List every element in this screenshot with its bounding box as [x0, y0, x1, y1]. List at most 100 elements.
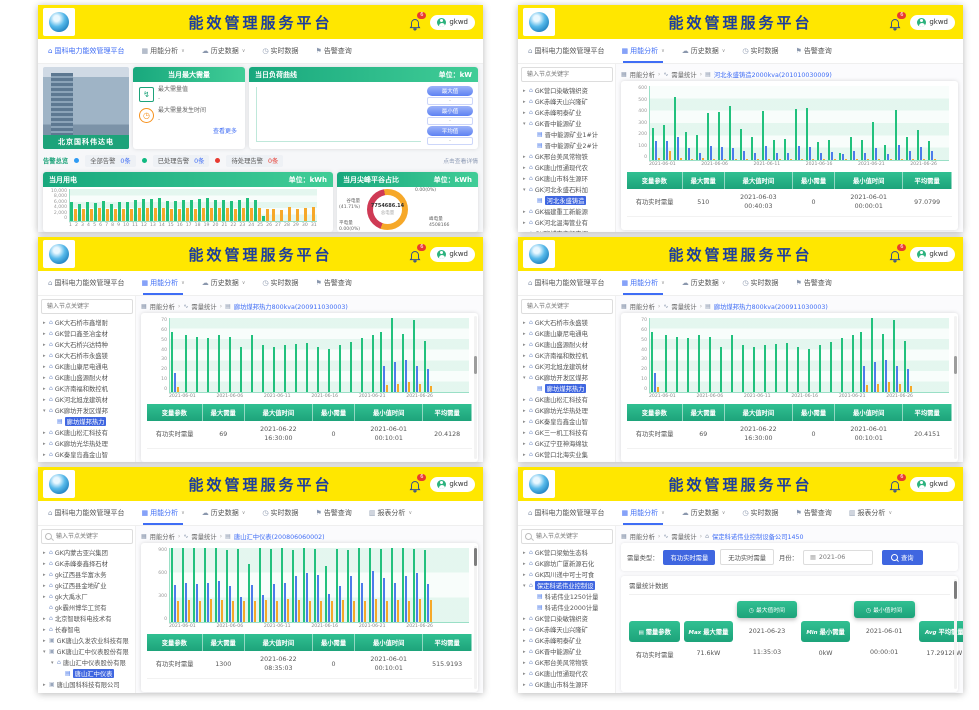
tree-item[interactable]: ▸⌂GK三一机工科技有: [41, 460, 133, 462]
breadcrumb-demand[interactable]: 需量统计: [671, 71, 697, 79]
breadcrumb-demand[interactable]: 需量统计: [671, 533, 697, 541]
tree-item[interactable]: ▸ ⌂ GK唐山康尼电通电: [41, 361, 133, 372]
tree-item[interactable]: ▤ 科诺伟业1250计量: [521, 591, 613, 602]
tree-item[interactable]: ▸ ⌂ GK邢台美风常物铁: [521, 657, 613, 668]
notification-bell-icon[interactable]: 6: [889, 12, 907, 31]
tree-item[interactable]: ▸ ⌂ GK唐山盛源耐火材: [521, 339, 613, 350]
node-search-input[interactable]: [54, 532, 129, 541]
tree-item[interactable]: ▸ ⌂ gk大禹水厂: [41, 591, 133, 602]
user-chip[interactable]: gkwd: [430, 246, 475, 262]
tree-item[interactable]: ▸ ⌂ GK唐山市科生源环: [521, 679, 613, 690]
tree-item-selected[interactable]: ▾ ⌂ 保定科诺伟业控制设: [521, 580, 613, 591]
tree-item[interactable]: ⌂ gk霸州博华工贸有: [41, 602, 133, 613]
nav-item-alarm[interactable]: ⚑ 告警查询: [316, 508, 352, 518]
tree-item[interactable]: ▸ ⌂ GK赤峰天山兴隆矿: [521, 96, 613, 107]
nav-item-realtime[interactable]: ◷ 实时数据: [262, 278, 298, 288]
nav-item-realtime[interactable]: ◷ 实时数据: [742, 278, 778, 288]
nav-item-realtime[interactable]: ◷ 实时数据: [262, 46, 298, 56]
tree-item[interactable]: ▾ ⌂ GK廊坊开发区煤邦: [41, 405, 133, 416]
pending-alarm-chip[interactable]: 待处理告警 0条: [226, 154, 284, 167]
tree-item[interactable]: ▾ ⌂ 唐山汇中仪表股份有限: [41, 657, 133, 668]
notification-bell-icon[interactable]: 6: [409, 474, 427, 493]
tree-item-selected[interactable]: ▤ 廊坊煤邦热力: [521, 383, 613, 394]
scrollbar[interactable]: [474, 316, 477, 459]
nav-item-report[interactable]: ▥ 报表分析 ∨: [849, 508, 892, 518]
notification-bell-icon[interactable]: 6: [889, 474, 907, 493]
nav-item-alarm[interactable]: ⚑ 告警查询: [796, 278, 832, 288]
nav-item-home[interactable]: ⌂ 国科电力能效管理平台: [528, 46, 604, 56]
user-chip[interactable]: gkwd: [910, 246, 955, 262]
reactive-demand-button[interactable]: 无功实时需量: [720, 549, 775, 565]
tree-item[interactable]: ▸ ⌂ GK唐山松汇科技有: [41, 427, 133, 438]
node-search-input[interactable]: [45, 302, 129, 311]
handled-alarm-chip[interactable]: 已处理告警 0条: [152, 154, 210, 167]
avg-value-pill[interactable]: 平均值: [427, 126, 473, 136]
max-value-pill[interactable]: 最大值: [427, 86, 473, 96]
tree-item[interactable]: ▸ ⌂ GK营口鑫圣冶金材: [41, 328, 133, 339]
tree-item[interactable]: ▸ ⌂ GK廊坊光华热处理: [521, 405, 613, 416]
nav-item-home[interactable]: ⌂ 国科电力能效管理平台: [48, 46, 124, 56]
nav-item-energy[interactable]: ▦ 用能分析 ∨: [141, 278, 185, 295]
tree-item[interactable]: ▸ ⌂ GK唐山盛源耐火材: [41, 372, 133, 383]
tree-item[interactable]: ▤ 科诺伟业2000计量: [521, 602, 613, 613]
node-search-input[interactable]: [525, 70, 609, 79]
breadcrumb-current[interactable]: 廊坊煤邦热力800kva(200911030003): [233, 303, 348, 311]
breadcrumb-current[interactable]: 河北永盛铸造2000kva(201010030009): [713, 71, 832, 79]
tree-item[interactable]: ▸ ⌂ GK辽宁亚神海绵钛: [521, 438, 613, 449]
breadcrumb-demand[interactable]: 需量统计: [671, 303, 697, 311]
month-picker[interactable]: ▦ 2021-06: [802, 549, 873, 565]
nav-item-energy[interactable]: ▦ 用能分析 ∨: [621, 508, 665, 525]
notification-bell-icon[interactable]: 6: [889, 244, 907, 263]
node-search-input[interactable]: [525, 302, 609, 311]
all-alarm-chip[interactable]: 全部告警 0条: [85, 154, 136, 167]
tree-item[interactable]: ▸ ⌂ GK济南福和数控机: [521, 350, 613, 361]
nav-item-history[interactable]: ☁ 历史数据 ∨: [202, 46, 246, 56]
breadcrumb-current[interactable]: 保定科诺伟业控制设备公司1450: [711, 533, 804, 541]
tree-item[interactable]: ▾ ⌂ GK晋中能源矿业: [521, 118, 613, 129]
breadcrumb-current[interactable]: 廊坊煤邦热力800kva(200911030003): [713, 303, 828, 311]
tree-item[interactable]: ▸⌂GK三一机工科技有: [521, 427, 613, 438]
breadcrumb-demand[interactable]: 需量统计: [191, 533, 217, 541]
tree-item[interactable]: ▸ ⌂ GK唐山康尼电通电: [521, 328, 613, 339]
user-chip[interactable]: gkwd: [910, 476, 955, 492]
tree-item-selected[interactable]: ▤ 廊坊煤邦热力: [41, 416, 133, 427]
tree-item[interactable]: ▸ ⌂ GK廊坊广厦新源石化: [521, 558, 613, 569]
tree-item[interactable]: ▸⌂GK唐山鑫业科技有: [521, 460, 613, 462]
min-value-pill[interactable]: 最小值: [427, 106, 473, 116]
breadcrumb-energy[interactable]: 用能分析: [629, 303, 655, 311]
breadcrumb-demand[interactable]: 需量统计: [191, 303, 217, 311]
notification-bell-icon[interactable]: 6: [409, 244, 427, 263]
tree-item[interactable]: ▤ 晋中能源矿业2#计: [521, 140, 613, 151]
query-button[interactable]: 查询: [881, 549, 923, 565]
tree-item[interactable]: ▸ ⌂ GK邢台美风常物铁: [521, 151, 613, 162]
tree-item[interactable]: ▾ ⌂ GK廊坊开发区煤邦: [521, 372, 613, 383]
nav-item-alarm[interactable]: ⚑ 告警查询: [316, 278, 352, 288]
nav-item-realtime[interactable]: ◷ 实时数据: [742, 508, 778, 518]
breadcrumb-energy[interactable]: 用能分析: [149, 533, 175, 541]
nav-item-alarm[interactable]: ⚑ 告警查询: [796, 46, 832, 56]
nav-item-alarm[interactable]: ⚑ 告警查询: [796, 508, 832, 518]
tree-item[interactable]: ▸ ⌂ GK赤峰泰鑫择石材: [41, 558, 133, 569]
tree-item[interactable]: ▸ ⌂ GK廊坊光华热处理: [41, 438, 133, 449]
tree-item[interactable]: ▸ ⌂ GK大石桥兴达特种: [41, 339, 133, 350]
tree-item[interactable]: ▸ ⌂ 北京智联科电技术有: [41, 613, 133, 624]
tree-item-selected[interactable]: ▤ 唐山汇中仪表: [41, 668, 133, 679]
tree-item[interactable]: ▸ ⌂ GK唐山市科生源环: [521, 173, 613, 184]
breadcrumb-energy[interactable]: 用能分析: [629, 71, 655, 79]
active-demand-button[interactable]: 有功实时需量: [663, 549, 716, 565]
tree-item[interactable]: ▸ ⌂ GK河北旭龙建筑材: [41, 394, 133, 405]
tree-item[interactable]: ▸ ⌂ GK大石桥市永盛镁: [521, 317, 613, 328]
nav-item-home[interactable]: ⌂ 国科电力能效管理平台: [48, 278, 124, 288]
alarm-detail-link[interactable]: 点击查看详情: [443, 159, 478, 165]
tree-item[interactable]: ▸ ⌂ GK内蒙古亚兴集团: [41, 547, 133, 558]
nav-item-realtime[interactable]: ◷ 实时数据: [742, 46, 778, 56]
nav-item-energy[interactable]: ▦ 用能分析 ∨: [621, 46, 665, 63]
tree-item[interactable]: ▸ ⌂ GK晋中能源矿业: [521, 646, 613, 657]
tree-item[interactable]: ▸ ⌂ gk辽西县金地矿业: [41, 580, 133, 591]
nav-item-realtime[interactable]: ◷ 实时数据: [262, 508, 298, 518]
see-more-link[interactable]: 查看更多: [212, 128, 237, 135]
nav-item-history[interactable]: ☁ 历史数据 ∨: [202, 508, 246, 518]
nav-item-energy[interactable]: ▦ 用能分析 ∨: [621, 278, 665, 295]
tree-item[interactable]: ▸ ⌂ GK秦皇岛鑫金山智: [41, 449, 133, 460]
tree-item[interactable]: ▸ ⌂ GK河北温海管业有: [521, 217, 613, 228]
